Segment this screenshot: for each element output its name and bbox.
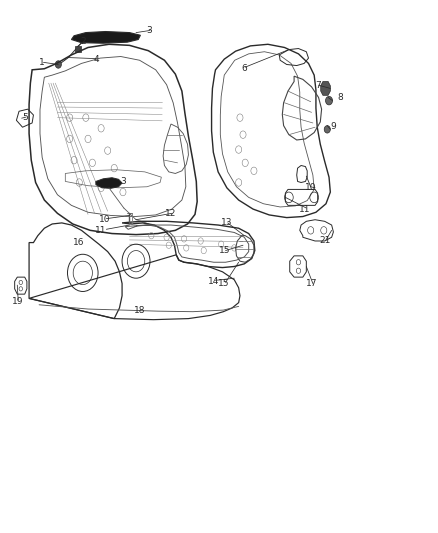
Text: 3: 3: [146, 26, 152, 35]
Text: 11: 11: [299, 205, 311, 214]
Text: 18: 18: [134, 305, 145, 314]
Circle shape: [324, 126, 330, 133]
Text: 5: 5: [22, 113, 28, 122]
Text: 17: 17: [306, 279, 317, 288]
Text: 13: 13: [221, 219, 233, 228]
Text: 11: 11: [95, 226, 106, 235]
Circle shape: [325, 96, 332, 105]
Circle shape: [55, 61, 61, 68]
Text: 14: 14: [208, 277, 219, 286]
Text: 12: 12: [165, 209, 177, 218]
Polygon shape: [75, 46, 81, 52]
Text: 19: 19: [11, 296, 23, 305]
Text: 10: 10: [305, 183, 316, 192]
Text: 7: 7: [316, 81, 321, 90]
Polygon shape: [71, 31, 141, 43]
Text: 16: 16: [73, 238, 84, 247]
Text: 15: 15: [219, 246, 230, 255]
Text: 6: 6: [241, 64, 247, 73]
Text: 4: 4: [93, 55, 99, 63]
Polygon shape: [96, 177, 122, 188]
Text: 1: 1: [39, 59, 45, 67]
Text: 3: 3: [120, 177, 126, 186]
Text: 8: 8: [338, 93, 343, 102]
Polygon shape: [321, 82, 330, 95]
Text: 9: 9: [331, 122, 336, 131]
Text: 2: 2: [80, 37, 85, 46]
Text: 21: 21: [319, 237, 330, 246]
Text: 10: 10: [99, 215, 110, 224]
Text: 15: 15: [218, 279, 229, 288]
